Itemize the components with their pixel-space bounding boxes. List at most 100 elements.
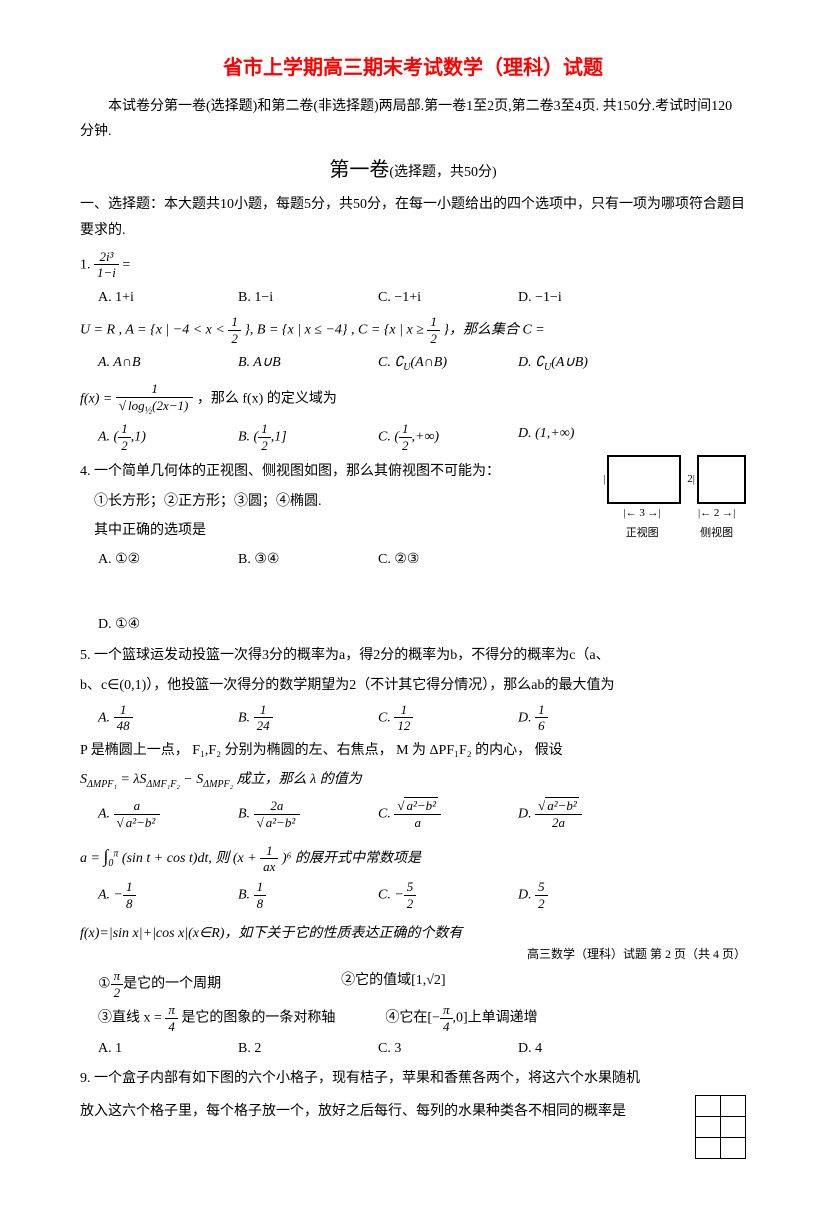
q4-a: A. ①② (98, 547, 198, 572)
page-footer: 高三数学（理科）试题 第 2 页（共 4 页） (80, 944, 746, 966)
q4-c: C. ②③ (378, 547, 478, 572)
q2-options: A. A∩B B. A∪B C. ∁U(A∩B) D. ∁U(A∪B) (98, 350, 746, 377)
q2-c-pre: C. ∁ (378, 355, 403, 370)
q3-a-pre: A. ( (98, 430, 118, 445)
front-label: 正视图 (626, 524, 659, 544)
q6-l2-mid2: − S (183, 772, 203, 787)
q3-post: ，那么 f(x) 的定义域为 (197, 391, 337, 406)
q2-d-post: (A∪B) (551, 355, 588, 370)
q8-p3-pre: ③直线 x = (98, 1011, 165, 1026)
q4-l2: ①长方形；②正方形；③圆；④椭圆. (80, 489, 597, 514)
q4-l3: 其中正确的选项是 (80, 518, 597, 543)
q8-a: A. 1 (98, 1036, 198, 1061)
q6-c: C. √a²−b²a (378, 798, 478, 830)
q6-d: D. √a²−b²2a (518, 798, 618, 830)
question-3: f(x) = 1 √log½(2x−1) ，那么 f(x) 的定义域为 (80, 381, 746, 417)
q9-l2: 放入这六个格子里，每个格子放一个，放好之后每行、每列的水果种类各不相同的概率是 (80, 1099, 689, 1124)
q4-d: D. ①④ (98, 612, 198, 637)
q4-options: A. ①② B. ③④ C. ②③ D. ①④ (98, 547, 597, 637)
q6-l2-pre: S (80, 772, 87, 787)
q8-props-2: ③直线 x = π4 是它的图象的一条对称轴 ④它在[−π4,0]上单调递增 (98, 1002, 746, 1034)
q2-a: A. A∩B (98, 350, 198, 377)
q7-c: C. −52 (378, 879, 478, 911)
q8-p4-pre: ④它在[− (385, 1011, 440, 1026)
q3-b-post: ,1] (271, 430, 287, 445)
q3-c-post: ,+∞) (412, 430, 440, 445)
q5-c-pre: C. (378, 710, 394, 725)
q8-p3-post: 是它的图象的一条对称轴 (178, 1011, 336, 1026)
q1-a: A. 1+i (98, 285, 198, 310)
q8-p3: ③直线 x = π4 是它的图象的一条对称轴 (98, 1002, 335, 1034)
q2-c-post: (A∩B) (410, 355, 447, 370)
question-1: 1. 2i³1−i = (80, 249, 746, 281)
q2-c: C. ∁U(A∩B) (378, 350, 478, 377)
q8-p1-post: 是它的一个周期 (123, 976, 221, 991)
q7-d: D. 52 (518, 879, 618, 911)
q1-fraction: 2i³1−i (94, 249, 119, 281)
side-label: 侧视图 (700, 524, 733, 544)
q8-p2: ②它的值域[1,√2] (341, 968, 446, 1000)
q5-options: A. 148 B. 124 C. 112 D. 16 (98, 702, 746, 734)
section-subtitle: (选择题，共50分) (389, 165, 496, 180)
q8-c: C. 3 (378, 1036, 478, 1061)
q1-label: 1. (80, 257, 94, 272)
q5-d-pre: D. (518, 710, 535, 725)
q1-b: B. 1−i (238, 285, 338, 310)
q7-a-pre: A. − (98, 887, 123, 902)
q8-props-1: ①π2是它的一个周期 ②它的值域[1,√2] (98, 968, 746, 1000)
q8-p4-post: ,0]上单调递增 (453, 1011, 538, 1026)
q5-b-pre: B. (238, 710, 254, 725)
q4-b: B. ③④ (238, 547, 338, 572)
q3-b-pre: B. ( (238, 430, 258, 445)
instruction: 一、选择题：本大题共10小题，每题5分，共50分，在每一小题给出的四个选项中，只… (80, 192, 746, 242)
q6-c-pre: C. (378, 806, 394, 821)
q3-c: C. (12,+∞) (378, 421, 478, 453)
q3-pre: f(x) = (80, 391, 116, 406)
q3-fraction: 1 √log½(2x−1) (116, 381, 193, 417)
q8-p1-pre: ① (98, 976, 111, 991)
question-7: a = ∫0π (sin t + cos t)dt, 则 (x + 1ax )⁶… (80, 840, 746, 875)
q9-l1: 9. 一个盒子内部有如下图的六个小格子，现有桔子，苹果和香蕉各两个，将这六个水果… (80, 1066, 746, 1091)
q8-stem: f(x)=|sin x|+|cos x|(x∈R)，如下关于它的性质表达正确的个… (80, 921, 746, 946)
q5-a-pre: A. (98, 710, 114, 725)
q6-l1: P 是椭圆上一点， F₁,F₂ 分别为椭圆的左、右焦点， M 为 ΔPF₁F₂ … (80, 738, 746, 763)
front-view: | |← 3 →| 正视图 (603, 455, 681, 544)
q9-row: 放入这六个格子里，每个格子放一个，放好之后每行、每列的水果种类各不相同的概率是 (80, 1095, 746, 1159)
q1-eq: = (122, 257, 130, 272)
q7-a: A. −18 (98, 879, 198, 911)
q7-d-pre: D. (518, 887, 535, 902)
q3-c-pre: C. ( (378, 430, 399, 445)
q6-a-pre: A. (98, 806, 114, 821)
q6-a: A. a√a²−b² (98, 798, 198, 830)
q2-mid: }, B = {x | x ≤ −4} , C = {x | x ≥ (244, 322, 427, 337)
q3-a-post: ,1) (131, 430, 146, 445)
q6-sub2: ΔMF₁F₂ (146, 779, 179, 790)
q3-options: A. (12,1) B. (12,1] C. (12,+∞) D. (1,+∞) (98, 421, 746, 453)
q8-p4: ④它在[−π4,0]上单调递增 (385, 1002, 537, 1034)
q3-a: A. (12,1) (98, 421, 198, 453)
q4-l1: 4. 一个简单几何体的正视图、侧视图如图，那么其俯视图不可能为： (80, 459, 597, 484)
q5-a: A. 148 (98, 702, 198, 734)
side-view: 2| |← 2 →| 侧视图 (687, 455, 746, 544)
intro: 本试卷分第一卷(选择题)和第二卷(非选择题)两局部.第一卷1至2页,第二卷3至4… (80, 94, 746, 144)
q6-options: A. a√a²−b² B. 2a√a²−b² C. √a²−b²a D. √a²… (98, 798, 746, 830)
page-title: 省市上学期高三期末考试数学（理科）试题 (80, 50, 746, 86)
q8-options: A. 1 B. 2 C. 3 D. 4 (98, 1036, 746, 1061)
q1-c: C. −1+i (378, 285, 478, 310)
q2-d-pre: D. ∁ (518, 355, 544, 370)
q6-b-pre: B. (238, 806, 254, 821)
section-title-text: 第一卷 (329, 159, 389, 181)
q3-b: B. (12,1] (238, 421, 338, 453)
q5-l1: 5. 一个篮球运发动投篮一次得3分的概率为a，得2分的概率为b，不得分的概率为c… (80, 643, 746, 668)
q6-l2-mid: = λS (120, 772, 146, 787)
q6-b: B. 2a√a²−b² (238, 798, 338, 830)
q7-post: )⁶ 的展开式中常数项是 (282, 851, 421, 866)
q2-post: }，那么集合 C = (443, 322, 544, 337)
q7-pre: a = (80, 851, 103, 866)
question-2: U = R , A = {x | −4 < x < 12 }, B = {x |… (80, 314, 746, 346)
q1-d: D. −1−i (518, 285, 618, 310)
q7-b-pre: B. (238, 887, 254, 902)
q7-options: A. −18 B. 18 C. −52 D. 52 (98, 879, 746, 911)
q6-l2-post: 成立，那么 λ 的值为 (237, 772, 362, 787)
q5-l2: b、c∈(0,1)），他投篮一次得分的数学期望为2（不计其它得分情况），那么ab… (80, 673, 746, 698)
